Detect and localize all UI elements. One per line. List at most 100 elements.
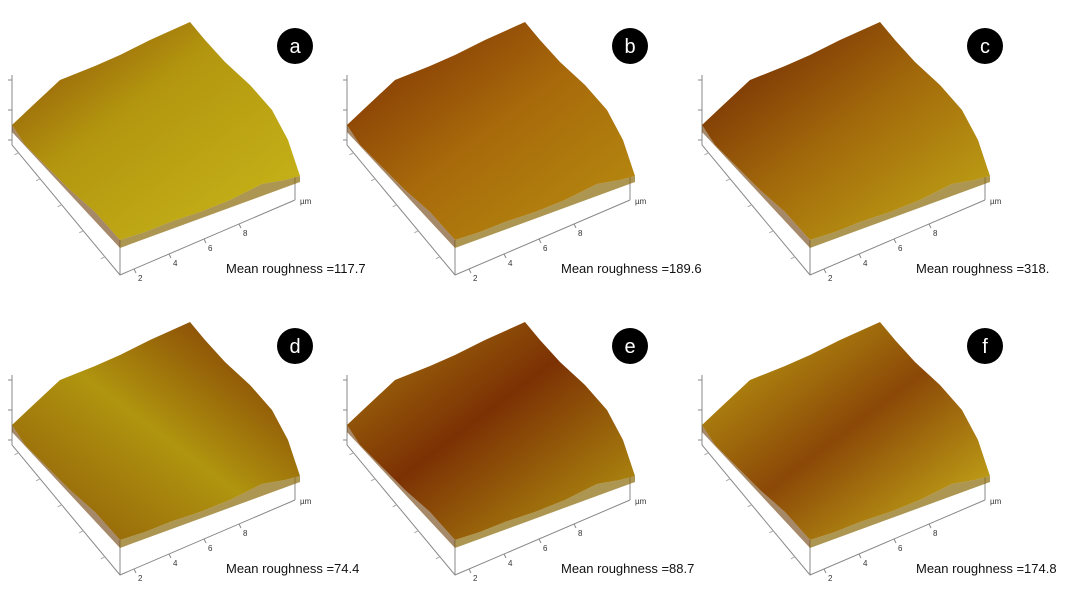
x-tick	[133, 568, 137, 574]
panel-badge	[967, 328, 1003, 364]
x-tick-label: 6	[898, 544, 903, 553]
panel: 2 4 6 8 µm f Mean roughness =174.8	[698, 322, 1060, 588]
afm-surface	[12, 22, 300, 240]
surface-edge	[120, 476, 300, 548]
x-tick-label: 2	[473, 574, 478, 583]
panel: 2 4 6 8 µm d Mean roughness =74.4	[8, 322, 370, 588]
roughness-box	[905, 248, 1060, 288]
surface-edge	[455, 476, 635, 548]
x-tick	[503, 253, 507, 259]
x-tick	[203, 538, 207, 544]
y-tick	[435, 256, 441, 260]
panel: 2 4 6 8 µm b Mean roughness =189.6	[343, 22, 705, 288]
x-tick-label: 8	[243, 229, 248, 238]
panel: 2 4 6 8 µm e Mean roughness =88.7	[343, 322, 705, 588]
surface-shade	[12, 425, 120, 548]
x-tick-label: 4	[173, 259, 178, 268]
y-tick	[370, 478, 376, 482]
x-tick	[538, 238, 542, 244]
roughness-label: Mean roughness =174.8	[916, 561, 1057, 576]
panel-label: d	[289, 336, 300, 358]
axis-unit: µm	[635, 497, 647, 506]
x-tick-label: 8	[578, 229, 583, 238]
x-tick-label: 4	[173, 559, 178, 568]
y-tick	[392, 204, 397, 208]
axis-unit: µm	[635, 197, 647, 206]
y-tick	[35, 478, 41, 482]
y-tick	[725, 178, 731, 182]
y-tick	[349, 152, 354, 156]
y-tick	[57, 204, 62, 208]
y-tick	[100, 556, 106, 560]
surface-shade	[12, 125, 120, 248]
x-tick-label: 2	[828, 274, 833, 283]
panel-badge	[612, 28, 648, 64]
afm-surface	[12, 322, 300, 540]
y-tick	[747, 204, 752, 208]
surface-shade	[347, 125, 455, 248]
panel-badge	[277, 28, 313, 64]
x-tick-label: 8	[933, 229, 938, 238]
x-tick-label: 8	[578, 529, 583, 538]
panel-label: e	[624, 336, 635, 358]
x-tick-label: 4	[863, 559, 868, 568]
x-tick-label: 2	[138, 274, 143, 283]
y-tick	[100, 256, 106, 260]
surface-edge	[810, 176, 990, 248]
roughness-label: Mean roughness =318.	[916, 261, 1049, 276]
panel-label: b	[624, 36, 635, 58]
y-tick	[392, 504, 397, 508]
x-tick-label: 4	[863, 259, 868, 268]
x-tick	[858, 553, 862, 559]
x-tick	[468, 268, 472, 274]
axis-unit: µm	[300, 197, 312, 206]
y-tick	[769, 230, 774, 234]
y-tick	[769, 530, 774, 534]
x-tick	[468, 568, 472, 574]
roughness-box	[215, 248, 370, 288]
y-tick	[35, 178, 41, 182]
x-tick	[573, 523, 577, 529]
x-tick	[168, 253, 172, 259]
y-tick	[370, 178, 376, 182]
x-tick	[928, 223, 932, 229]
y-tick	[79, 230, 84, 234]
x-tick	[168, 553, 172, 559]
surface-shade	[702, 425, 810, 548]
roughness-label: Mean roughness =117.7	[226, 261, 366, 276]
y-tick	[414, 230, 419, 234]
x-tick	[928, 523, 932, 529]
panel-badge	[612, 328, 648, 364]
surface-shade	[347, 425, 455, 548]
x-tick	[823, 568, 827, 574]
panel-badge	[967, 28, 1003, 64]
panel-label: a	[289, 36, 301, 58]
axis-unit: µm	[300, 497, 312, 506]
y-tick	[790, 556, 796, 560]
y-tick	[79, 530, 84, 534]
x-tick-label: 8	[933, 529, 938, 538]
x-tick-label: 4	[508, 559, 513, 568]
y-tick	[747, 504, 752, 508]
roughness-box	[905, 548, 1060, 588]
surface-edge	[455, 176, 635, 248]
panel: 2 4 6 8 µm c Mean roughness =318.	[698, 22, 1060, 288]
axis-unit: µm	[990, 497, 1002, 506]
y-tick	[414, 530, 419, 534]
afm-surface	[702, 22, 990, 240]
surface-edge	[810, 476, 990, 548]
afm-surface	[347, 322, 635, 540]
x-tick-label: 6	[208, 244, 213, 253]
y-tick	[14, 152, 19, 156]
x-tick-label: 2	[473, 274, 478, 283]
afm-surface	[702, 322, 990, 540]
x-tick-label: 6	[543, 244, 548, 253]
x-tick	[538, 538, 542, 544]
surface-edge	[120, 176, 300, 248]
x-tick	[238, 223, 242, 229]
x-tick-label: 6	[898, 244, 903, 253]
panel-badge	[277, 328, 313, 364]
x-tick	[133, 268, 137, 274]
x-tick	[893, 538, 897, 544]
